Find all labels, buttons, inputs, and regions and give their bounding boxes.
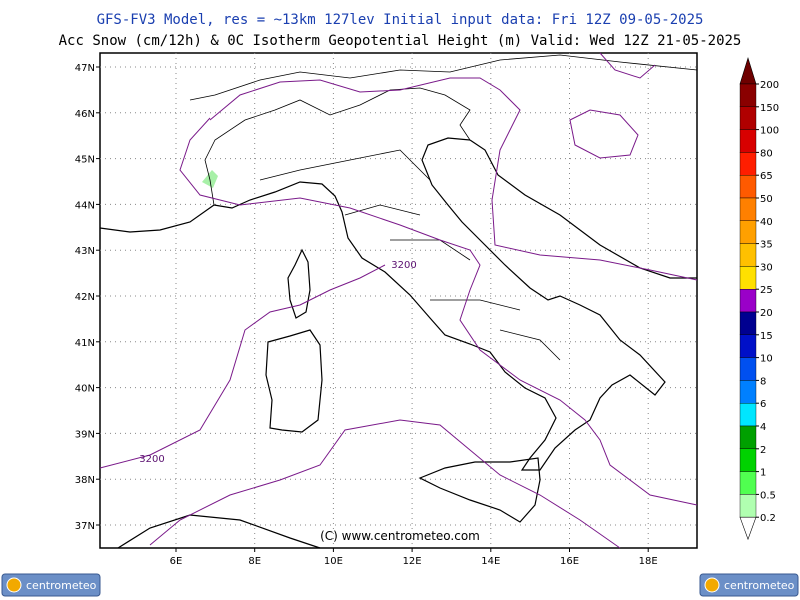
colorbar-segment (739, 494, 757, 518)
colorbar-segment (739, 357, 757, 381)
colorbar-segment (739, 174, 757, 199)
colorbar-label: 150 (760, 103, 779, 114)
lon-label: 6E (170, 556, 183, 567)
lon-label: 14E (481, 556, 500, 567)
lon-label: 18E (639, 556, 658, 567)
header-subtitle: Acc Snow (cm/12h) & 0C Isotherm Geopoten… (59, 33, 742, 49)
colorbar-arrow-bottom (739, 516, 757, 541)
lat-label: 38N (75, 475, 95, 486)
colorbar-label: 25 (760, 285, 773, 296)
colorbar-segment (739, 106, 757, 130)
colorbar-label: 50 (760, 194, 773, 205)
colorbar-label: 10 (760, 354, 773, 365)
colorbar-segment (739, 311, 757, 335)
logo: centrometeo (1, 573, 101, 597)
colorbar-segment (739, 152, 757, 176)
coastline-sardinia (265, 329, 323, 433)
colorbar-segment (739, 448, 757, 472)
colorbar-segment (739, 220, 757, 244)
colorbar-label: 30 (760, 262, 773, 273)
isotherm-contour (99, 264, 386, 469)
coastline-sicily (418, 457, 541, 523)
lon-label: 12E (403, 556, 422, 567)
colorbar-label: 35 (760, 240, 773, 251)
border-alps (204, 87, 471, 206)
coastline-corsica (287, 248, 311, 319)
lat-label: 43N (75, 246, 95, 257)
lat-label: 42N (75, 292, 95, 303)
colorbar-segment (739, 129, 757, 153)
copyright: (C) www.centrometeo.com (320, 529, 480, 543)
colorbar-segment (739, 266, 757, 290)
lat-label: 46N (75, 109, 95, 120)
isotherm-contour (569, 109, 639, 159)
colorbar-segment (739, 334, 757, 358)
colorbar-arrow-top (739, 56, 757, 85)
colorbar-label: 2 (760, 445, 766, 456)
lon-label: 10E (324, 556, 343, 567)
coastline-italy (213, 137, 666, 471)
logo-box (699, 573, 799, 597)
colorbar: 200 150 100 80 65 50 40 35 30 25 20 15 10 8 6 4 2 1 0.5 0.2 (739, 56, 779, 541)
colorbar-segment (739, 197, 757, 221)
colorbar-segment (739, 380, 757, 404)
colorbar-label: 0.2 (760, 513, 776, 524)
logo-text: centrometeo (26, 579, 97, 592)
lon-label: 16E (560, 556, 579, 567)
logo-box (1, 573, 101, 597)
colorbar-label: 8 (760, 376, 766, 387)
lat-label: 39N (75, 429, 95, 440)
lat-label: 41N (75, 338, 95, 349)
colorbar-label: 4 (760, 422, 766, 433)
lat-label: 37N (75, 521, 95, 532)
lat-label: 45N (75, 155, 95, 166)
isotherm-contour (179, 117, 698, 506)
colorbar-label: 6 (760, 399, 766, 410)
map: 6E 8E 10E 12E 14E 16E 18E 47N 46N 45N 44N 43N 42N 41N… (75, 52, 698, 567)
isotherm-contour (209, 77, 698, 281)
colorbar-segment (739, 425, 757, 449)
colorbar-segment (739, 403, 757, 427)
colorbar-label: 1 (760, 468, 766, 479)
colorbar-label: 0.5 (760, 490, 776, 501)
map-frame (99, 52, 698, 549)
lat-label: 40N (75, 384, 95, 395)
colorbar-segment (739, 289, 757, 313)
border-north (189, 54, 698, 101)
grid: 6E 8E 10E 12E 14E 16E 18E 47N 46N 45N 44N 43N 42N 41N… (75, 53, 697, 567)
lat-label: 47N (75, 63, 95, 74)
coastline-africa (117, 514, 321, 549)
coastline-balkans (469, 139, 697, 279)
colorbar-segment (739, 243, 757, 267)
colorbar-label: 15 (760, 331, 773, 342)
colorbar-segment (739, 83, 757, 107)
colorbar-label: 100 (760, 126, 779, 137)
logo-icon (704, 577, 720, 593)
colorbar-label: 80 (760, 148, 773, 159)
lat-label: 44N (75, 200, 95, 211)
logo: centrometeo (699, 573, 799, 597)
logo-text: centrometeo (724, 579, 795, 592)
logo-icon (6, 577, 22, 593)
colorbar-label: 20 (760, 308, 773, 319)
contour-label: 3200 (391, 260, 416, 271)
isotherm-contour (599, 52, 656, 79)
contour-label: 3200 (139, 454, 164, 465)
colorbar-label: 200 (760, 80, 779, 91)
colorbar-label: 40 (760, 217, 773, 228)
header-title: GFS-FV3 Model, res = ~13km 127lev Initia… (97, 12, 704, 28)
coastline-france (99, 204, 215, 233)
lon-label: 8E (248, 556, 261, 567)
colorbar-label: 65 (760, 171, 773, 182)
isotherm-contour (149, 419, 621, 549)
colorbar-segment (739, 471, 757, 495)
